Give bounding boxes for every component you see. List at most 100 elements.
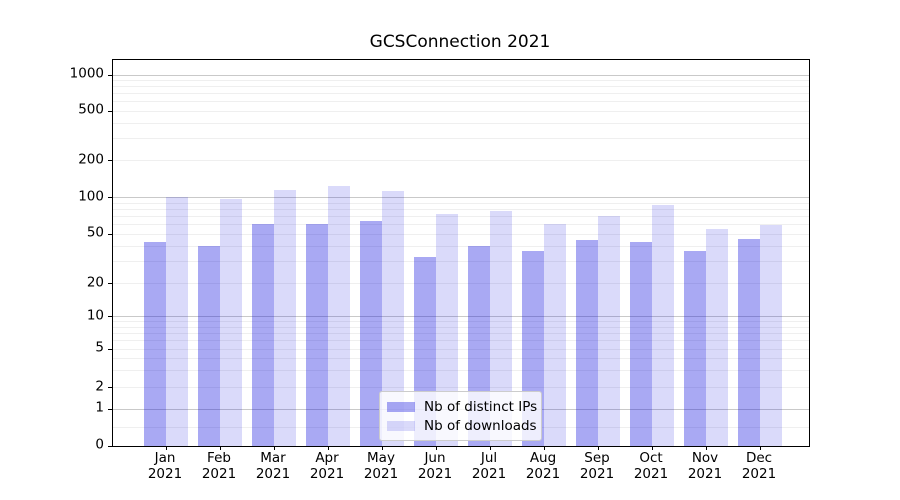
x-tick-mark-mar <box>273 446 275 450</box>
y-tick-label-10: 10 <box>86 306 104 323</box>
y-tick-mark-10 <box>108 316 113 318</box>
x-tick-month: Jan <box>154 450 176 466</box>
gridline-major-10 <box>113 316 809 318</box>
x-tick-month: May <box>367 450 395 466</box>
x-tick-month: Jul <box>480 450 498 466</box>
gridline-major-100 <box>113 197 809 199</box>
bar-nb-of-downloads-feb <box>220 199 242 446</box>
gridline-minor-900 <box>113 79 809 81</box>
y-tick-label-100: 100 <box>78 187 104 204</box>
x-tick-year: 2021 <box>525 466 561 482</box>
gridline-minor-500 <box>113 110 809 112</box>
gridline-minor-40 <box>113 245 809 247</box>
bar-nb-of-distinct-ips-oct <box>630 242 652 446</box>
bar-nb-of-downloads-aug <box>544 223 566 446</box>
legend-label-downloads: Nb of downloads <box>424 417 537 434</box>
x-tick-month: Jun <box>424 450 446 466</box>
x-tick-label-dec: Dec 2021 <box>727 450 791 482</box>
bar-nb-of-distinct-ips-sep <box>576 239 598 446</box>
x-tick-label-jan: Jan 2021 <box>133 450 197 482</box>
y-tick-mark-1000 <box>108 74 113 76</box>
x-tick-mark-dec <box>759 446 761 450</box>
bar-nb-of-downloads-dec <box>760 224 782 446</box>
y-tick-mark-100 <box>108 197 113 199</box>
x-tick-label-jun: Jun 2021 <box>403 450 467 482</box>
x-tick-year: 2021 <box>687 466 723 482</box>
y-tick-label-0: 0 <box>95 436 104 453</box>
x-tick-label-jul: Jul 2021 <box>457 450 521 482</box>
x-tick-mark-apr <box>327 446 329 450</box>
x-tick-label-may: May 2021 <box>349 450 413 482</box>
gridline-minor-8 <box>113 326 809 328</box>
bar-nb-of-distinct-ips-may <box>360 221 382 446</box>
x-tick-month: Feb <box>207 450 231 466</box>
x-tick-month: Dec <box>745 450 773 466</box>
gridline-minor-30 <box>113 261 809 263</box>
y-tick-label-50: 50 <box>86 224 104 241</box>
gridline-minor-80 <box>113 208 809 210</box>
x-tick-mark-may <box>381 446 383 450</box>
x-tick-year: 2021 <box>633 466 669 482</box>
bar-nb-of-downloads-jan <box>166 196 188 446</box>
x-tick-month: Sep <box>584 450 610 466</box>
legend-item-downloads: Nb of downloads <box>387 416 537 435</box>
x-tick-label-aug: Aug 2021 <box>511 450 575 482</box>
x-tick-mark-aug <box>543 446 545 450</box>
legend-swatch-downloads <box>387 420 415 431</box>
x-tick-label-sep: Sep 2021 <box>565 450 629 482</box>
x-tick-year: 2021 <box>579 466 615 482</box>
bar-nb-of-distinct-ips-feb <box>198 246 220 446</box>
gridline-minor-600 <box>113 101 809 103</box>
gridline-major-1000 <box>113 74 809 76</box>
y-tick-label-500: 500 <box>78 101 104 118</box>
x-tick-month: Aug <box>529 450 557 466</box>
plot-area: Nb of distinct IPs Nb of downloads <box>108 59 810 450</box>
y-tick-mark-0 <box>108 445 113 447</box>
y-tick-mark-2 <box>108 387 113 389</box>
x-tick-year: 2021 <box>255 466 291 482</box>
y-tick-mark-1 <box>108 408 113 410</box>
legend-label-distinct-ips: Nb of distinct IPs <box>424 398 538 415</box>
x-tick-year: 2021 <box>201 466 237 482</box>
gridline-minor-400 <box>113 122 809 124</box>
gridline-minor-90 <box>113 202 809 204</box>
y-tick-label-2: 2 <box>95 377 104 394</box>
bar-nb-of-downloads-nov <box>706 229 728 446</box>
y-tick-mark-5 <box>108 348 113 350</box>
bar-nb-of-distinct-ips-mar <box>252 223 274 446</box>
y-tick-label-200: 200 <box>78 150 104 167</box>
bar-nb-of-downloads-mar <box>274 189 296 446</box>
legend-item-distinct-ips: Nb of distinct IPs <box>387 397 537 416</box>
x-tick-year: 2021 <box>741 466 777 482</box>
x-tick-mark-jan <box>165 446 167 450</box>
x-tick-label-mar: Mar 2021 <box>241 450 305 482</box>
x-tick-year: 2021 <box>471 466 507 482</box>
bar-nb-of-downloads-jun <box>436 213 458 446</box>
bar-nb-of-downloads-jul <box>490 210 512 446</box>
gridline-minor-4 <box>113 358 809 360</box>
legend: Nb of distinct IPs Nb of downloads <box>379 391 542 441</box>
y-tick-mark-50 <box>108 233 113 235</box>
x-tick-mark-oct <box>651 446 653 450</box>
x-tick-mark-feb <box>219 446 221 450</box>
y-tick-mark-200 <box>108 160 113 161</box>
x-tick-mark-jul <box>489 446 491 450</box>
y-tick-mark-20 <box>108 283 113 285</box>
x-tick-mark-sep <box>597 446 599 450</box>
gridline-minor-20 <box>113 283 809 285</box>
y-tick-mark-500 <box>108 110 113 112</box>
bar-nb-of-distinct-ips-dec <box>738 238 760 446</box>
x-tick-month: Oct <box>639 450 663 466</box>
x-tick-label-oct: Oct 2021 <box>619 450 683 482</box>
bar-nb-of-distinct-ips-apr <box>306 223 328 446</box>
x-tick-year: 2021 <box>417 466 453 482</box>
y-tick-label-1: 1 <box>95 399 104 416</box>
chart-title: GCSConnection 2021 <box>369 32 551 52</box>
legend-swatch-distinct-ips <box>387 401 415 412</box>
bar-nb-of-downloads-sep <box>598 215 620 446</box>
x-tick-mark-jun <box>435 446 437 450</box>
gridline-minor-60 <box>113 224 809 226</box>
gridline-minor-70 <box>113 216 809 218</box>
gridline-minor-300 <box>113 138 809 140</box>
